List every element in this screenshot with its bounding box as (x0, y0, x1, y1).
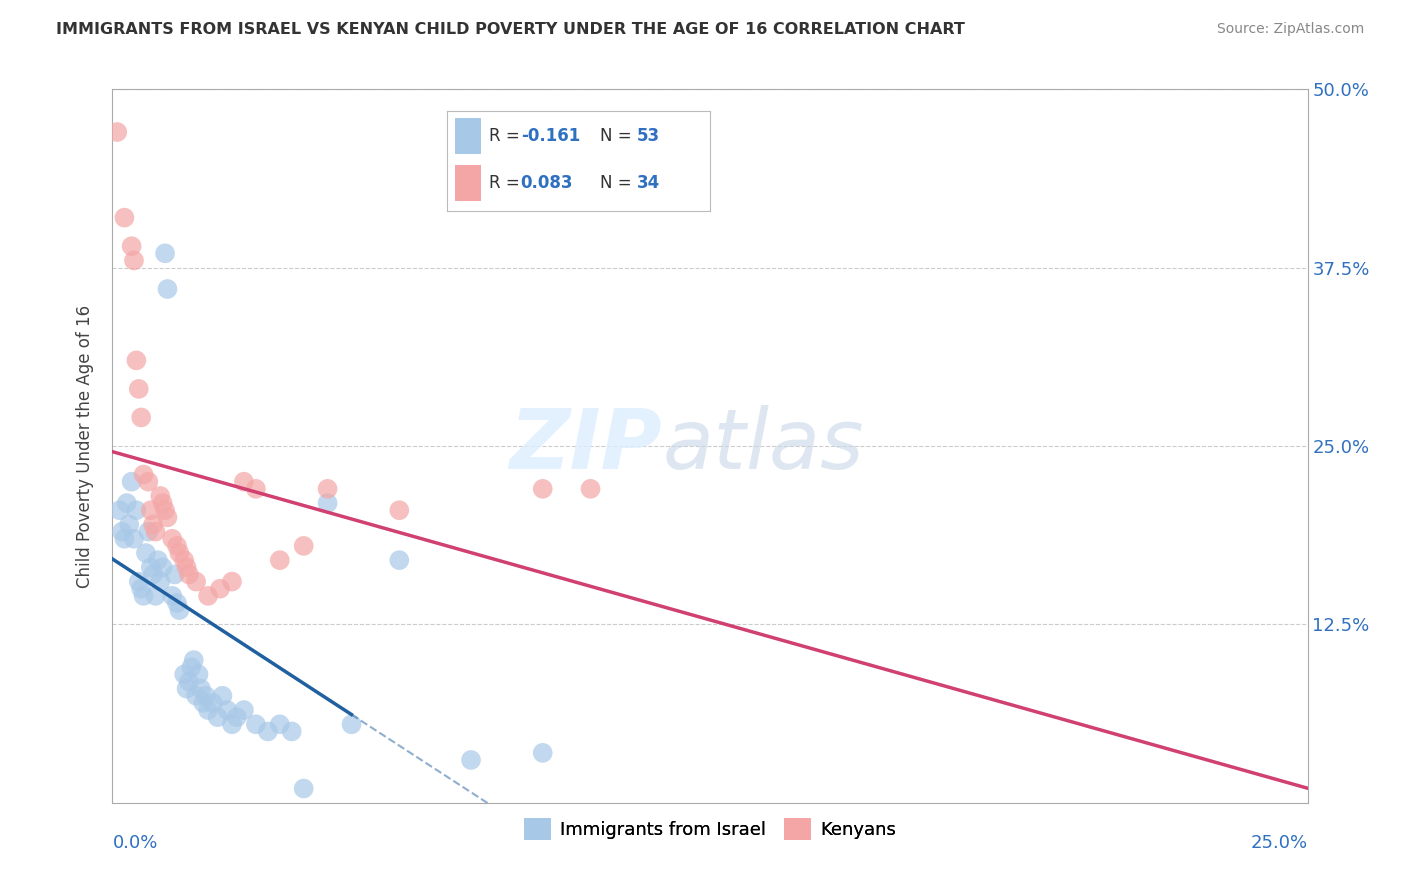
Point (114, 211, 135, 225)
Point (122, 253, 145, 268)
Point (125, 353, 148, 368)
Point (153, 246, 176, 260)
Point (209, 582, 232, 596)
Point (316, 482, 339, 496)
Point (187, 667, 209, 681)
Point (132, 467, 155, 482)
Point (111, 524, 134, 539)
Point (166, 539, 188, 553)
Point (169, 546, 191, 560)
Point (579, 482, 602, 496)
Point (207, 710, 229, 724)
Point (183, 653, 205, 667)
Point (460, 753, 482, 767)
Point (245, 482, 267, 496)
Point (121, 475, 143, 489)
Point (149, 574, 172, 589)
Point (173, 667, 195, 681)
Point (128, 574, 150, 589)
Point (197, 589, 219, 603)
Point (153, 503, 176, 517)
Point (531, 482, 554, 496)
Point (281, 724, 304, 739)
Point (118, 517, 141, 532)
Point (531, 746, 554, 760)
Point (162, 589, 183, 603)
Point (292, 539, 315, 553)
Point (197, 703, 219, 717)
Point (145, 589, 167, 603)
Point (292, 781, 315, 796)
Point (180, 660, 202, 674)
Point (173, 553, 195, 567)
Point (125, 503, 148, 517)
Point (211, 689, 233, 703)
Point (122, 532, 145, 546)
Text: ZIP: ZIP (509, 406, 662, 486)
Point (132, 589, 155, 603)
Point (121, 239, 143, 253)
Point (163, 567, 186, 582)
Point (169, 603, 191, 617)
Point (233, 475, 256, 489)
Point (152, 560, 174, 574)
Text: 0.0%: 0.0% (112, 835, 157, 853)
Point (135, 546, 157, 560)
Point (129, 410, 152, 425)
Point (128, 382, 150, 396)
Point (193, 696, 215, 710)
Point (194, 689, 217, 703)
Point (176, 681, 198, 696)
Text: atlas: atlas (662, 406, 863, 486)
Point (177, 567, 200, 582)
Point (156, 282, 179, 296)
Point (145, 524, 167, 539)
Point (146, 553, 169, 567)
Point (245, 717, 267, 731)
Point (149, 489, 172, 503)
Point (152, 496, 174, 510)
Point (269, 553, 291, 567)
Point (139, 560, 162, 574)
Point (269, 717, 291, 731)
Point (217, 703, 239, 717)
Point (225, 710, 247, 724)
Point (115, 496, 138, 510)
Point (340, 717, 363, 731)
Point (129, 582, 152, 596)
Point (316, 496, 339, 510)
Point (257, 724, 280, 739)
Point (186, 689, 208, 703)
Point (233, 703, 256, 717)
Point (142, 517, 165, 532)
Point (221, 717, 243, 731)
Y-axis label: Child Poverty Under the Age of 16: Child Poverty Under the Age of 16 (76, 304, 94, 588)
Point (388, 553, 411, 567)
Point (201, 696, 224, 710)
Point (388, 503, 411, 517)
Point (176, 560, 198, 574)
Text: 25.0%: 25.0% (1250, 835, 1308, 853)
Point (105, 125, 128, 139)
Point (114, 532, 135, 546)
Legend: Immigrants from Israel, Kenyans: Immigrants from Israel, Kenyans (517, 811, 903, 847)
Point (166, 596, 188, 610)
Point (108, 503, 131, 517)
Point (177, 674, 200, 689)
Point (139, 503, 162, 517)
Text: IMMIGRANTS FROM ISRAEL VS KENYAN CHILD POVERTY UNDER THE AGE OF 16 CORRELATION C: IMMIGRANTS FROM ISRAEL VS KENYAN CHILD P… (56, 22, 965, 37)
Point (190, 681, 212, 696)
Point (186, 574, 208, 589)
Point (221, 574, 243, 589)
Text: Source: ZipAtlas.com: Source: ZipAtlas.com (1216, 22, 1364, 37)
Point (138, 475, 160, 489)
Point (138, 524, 160, 539)
Point (156, 510, 179, 524)
Point (142, 567, 165, 582)
Point (162, 532, 183, 546)
